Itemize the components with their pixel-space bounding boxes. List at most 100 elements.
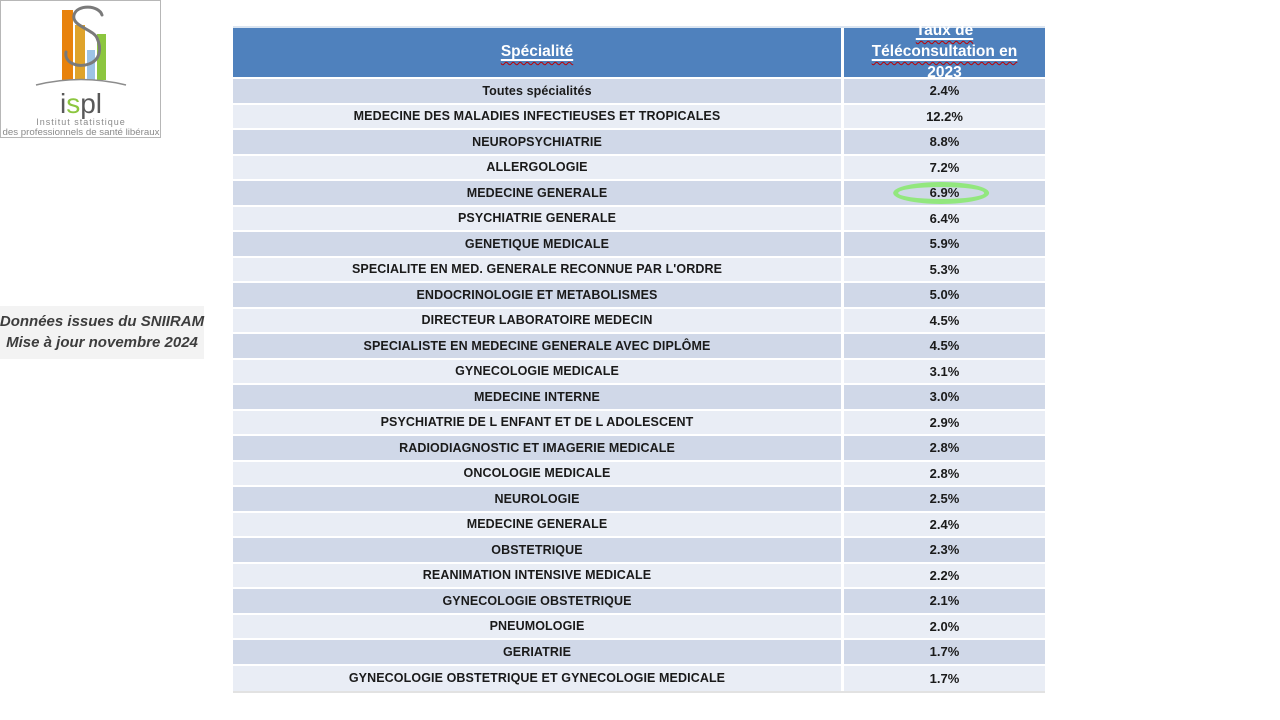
rate-cell: 5.9% — [844, 232, 1045, 256]
rate-value: 1.7% — [929, 670, 960, 686]
specialty-cell: NEUROLOGIE — [233, 487, 841, 511]
rate-cell: 2.0% — [844, 614, 1045, 638]
rate-cell: 2.9% — [844, 410, 1045, 434]
rate-value: 8.8% — [929, 134, 960, 150]
table-row: RADIODIAGNOSTIC ET IMAGERIE MEDICALE 2.8… — [233, 436, 1045, 462]
specialty-cell: SPECIALITE EN MED. GENERALE RECONNUE PAR… — [233, 257, 841, 281]
rate-cell: 2.8% — [844, 436, 1045, 460]
specialty-cell: GYNECOLOGIE MEDICALE — [233, 359, 841, 383]
table-row: MEDECINE DES MALADIES INFECTIEUSES ET TR… — [233, 104, 1045, 130]
rate-value: 5.3% — [929, 261, 960, 277]
logo-base-arc — [35, 78, 127, 86]
rate-cell: 6.4% — [844, 206, 1045, 230]
specialty-cell: Toutes spécialités — [233, 79, 841, 103]
rate-value: 6.9% — [929, 185, 960, 201]
source-note-line-1: Données issues du SNIIRAM — [0, 312, 205, 330]
rate-value: 2.1% — [929, 593, 960, 609]
rate-cell: 3.1% — [844, 359, 1045, 383]
rate-cell: 3.0% — [844, 385, 1045, 409]
specialty-cell: ONCOLOGIE MEDICALE — [233, 461, 841, 485]
rate-value: 7.2% — [929, 159, 960, 175]
rate-cell: 2.3% — [844, 538, 1045, 562]
table-body: Toutes spécialités 2.4% MEDECINE DES MAL… — [233, 79, 1045, 691]
table-row: SPECIALITE EN MED. GENERALE RECONNUE PAR… — [233, 257, 1045, 283]
specialty-cell: MEDECINE GENERALE — [233, 181, 841, 205]
rate-value: 2.8% — [929, 465, 960, 481]
table-row: GYNECOLOGIE MEDICALE 3.1% — [233, 359, 1045, 385]
specialty-cell: MEDECINE DES MALADIES INFECTIEUSES ET TR… — [233, 104, 841, 128]
header-rate: Taux de Téléconsultation en 2023 — [844, 22, 1045, 81]
header-specialty: Spécialité — [233, 28, 841, 77]
rate-value: 4.5% — [929, 338, 960, 354]
specialty-cell: GYNECOLOGIE OBSTETRIQUE — [233, 589, 841, 613]
rate-cell: 8.8% — [844, 130, 1045, 154]
specialty-cell: PSYCHIATRIE DE L ENFANT ET DE L ADOLESCE… — [233, 410, 841, 434]
table-row: MEDECINE GENERALE 2.4% — [233, 512, 1045, 538]
table-row: NEUROPSYCHIATRIE 8.8% — [233, 130, 1045, 156]
rate-value: 2.3% — [929, 542, 960, 558]
rate-value: 1.7% — [929, 644, 960, 660]
ispl-logo-graphic: ispl Institut statistique des profession… — [3, 5, 161, 137]
table-row: MEDECINE INTERNE 3.0% — [233, 385, 1045, 411]
rate-cell: 2.8% — [844, 461, 1045, 485]
specialty-cell: OBSTETRIQUE — [233, 538, 841, 562]
specialty-cell: RADIODIAGNOSTIC ET IMAGERIE MEDICALE — [233, 436, 841, 460]
table-row: REANIMATION INTENSIVE MEDICALE 2.2% — [233, 563, 1045, 589]
header-rate-label: Taux de Téléconsultation en 2023 — [871, 22, 1018, 81]
rate-cell: 6.9% — [844, 181, 1045, 205]
table-header: Spécialité Taux de Téléconsultation en 2… — [233, 22, 1045, 81]
table-row: Toutes spécialités 2.4% — [233, 79, 1045, 105]
logo-bar-orange — [62, 10, 73, 80]
rate-value: 12.2% — [926, 108, 963, 124]
logo-subtitle-1: Institut statistique — [36, 117, 126, 127]
rate-value: 4.5% — [929, 312, 960, 328]
rate-cell: 2.4% — [844, 79, 1045, 103]
ispl-logo-box: ispl Institut statistique des profession… — [0, 0, 161, 138]
specialty-cell: ALLERGOLOGIE — [233, 155, 841, 179]
header-specialty-label: Spécialité — [500, 43, 574, 61]
rate-cell: 2.1% — [844, 589, 1045, 613]
rate-cell: 4.5% — [844, 308, 1045, 332]
rate-value: 2.8% — [929, 440, 960, 456]
table-row: GENETIQUE MEDICALE 5.9% — [233, 232, 1045, 258]
specialty-cell: REANIMATION INTENSIVE MEDICALE — [233, 563, 841, 587]
table-row: MEDECINE GENERALE 6.9% — [233, 181, 1045, 207]
rate-value: 3.0% — [929, 389, 960, 405]
rate-cell: 12.2% — [844, 104, 1045, 128]
specialty-cell: GENETIQUE MEDICALE — [233, 232, 841, 256]
logo-subtitle-2: des professionnels de santé libéraux — [3, 127, 161, 137]
rate-value: 2.5% — [929, 491, 960, 507]
specialty-cell: GYNECOLOGIE OBSTETRIQUE ET GYNECOLOGIE M… — [233, 665, 841, 691]
rate-value: 2.9% — [929, 414, 960, 430]
teleconsultation-table: Spécialité Taux de Téléconsultation en 2… — [233, 22, 1045, 693]
specialty-cell: SPECIALISTE EN MEDECINE GENERALE AVEC DI… — [233, 334, 841, 358]
table-row: OBSTETRIQUE 2.3% — [233, 538, 1045, 564]
logo-bar-blue — [87, 50, 95, 80]
rate-value: 2.4% — [929, 516, 960, 532]
source-note-line-2: Mise à jour novembre 2024 — [6, 333, 198, 351]
rate-cell: 1.7% — [844, 640, 1045, 664]
table-row: GERIATRIE 1.7% — [233, 640, 1045, 666]
table-row: ONCOLOGIE MEDICALE 2.8% — [233, 461, 1045, 487]
table-row: GYNECOLOGIE OBSTETRIQUE 2.1% — [233, 589, 1045, 615]
specialty-cell: MEDECINE GENERALE — [233, 512, 841, 536]
table-row: PNEUMOLOGIE 2.0% — [233, 614, 1045, 640]
rate-value: 3.1% — [929, 363, 960, 379]
logo-wordmark: ispl — [60, 88, 102, 119]
table-row: DIRECTEUR LABORATOIRE MEDECIN 4.5% — [233, 308, 1045, 334]
table-row: NEUROLOGIE 2.5% — [233, 487, 1045, 513]
specialty-cell: MEDECINE INTERNE — [233, 385, 841, 409]
rate-cell: 5.0% — [844, 283, 1045, 307]
rate-value: 5.9% — [929, 236, 960, 252]
table-row: PSYCHIATRIE GENERALE 6.4% — [233, 206, 1045, 232]
rate-value: 6.4% — [929, 210, 960, 226]
table-row: SPECIALISTE EN MEDECINE GENERALE AVEC DI… — [233, 334, 1045, 360]
table-row: ENDOCRINOLOGIE ET METABOLISMES 5.0% — [233, 283, 1045, 309]
rate-cell: 2.2% — [844, 563, 1045, 587]
table-row: PSYCHIATRIE DE L ENFANT ET DE L ADOLESCE… — [233, 410, 1045, 436]
source-note: Données issues du SNIIRAM Mise à jour no… — [0, 306, 204, 359]
rate-cell: 1.7% — [844, 665, 1045, 691]
rate-value: 2.0% — [929, 618, 960, 634]
logo-bar-amber — [75, 25, 85, 80]
rate-cell: 2.5% — [844, 487, 1045, 511]
